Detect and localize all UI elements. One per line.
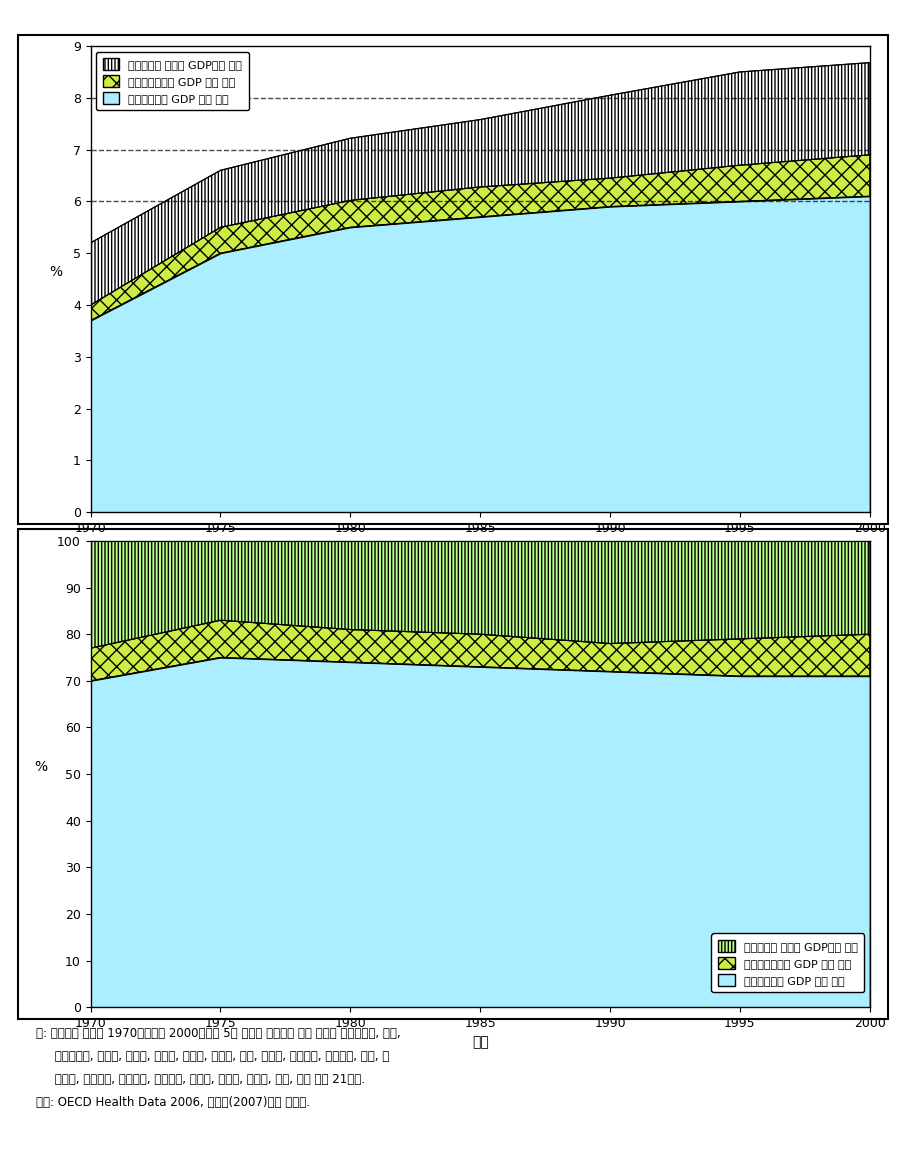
Text: 자료: OECD Health Data 2006, 윤희숙(2007)에서 재인용.: 자료: OECD Health Data 2006, 윤희숙(2007)에서 재… [36, 1096, 310, 1108]
Text: 오스트리아, 벨기에, 캐나다, 덴마크, 핀란드, 프랑스, 독일, 그리스, 아일랜드, 이탈리아, 일본, 네: 오스트리아, 벨기에, 캐나다, 덴마크, 핀란드, 프랑스, 독일, 그리스,… [36, 1050, 390, 1062]
Text: 덜란드, 뉴질랜드, 노르웨이, 포르투갈, 스페인, 스웨덴, 스위스, 영국, 미국 등의 21개국.: 덜란드, 뉴질랜드, 노르웨이, 포르투갈, 스페인, 스웨덴, 스위스, 영국… [36, 1073, 365, 1085]
X-axis label: 연도: 연도 [472, 541, 488, 555]
Legend: 본인부담과 기타의 GDP대비 비중, 민간보험부담의 GDP 대비 비중, 공적의료비의 GDP 대비 비중: 본인부담과 기타의 GDP대비 비중, 민간보험부담의 GDP 대비 비중, 공… [711, 933, 864, 992]
Text: 주: 분석대상 국가는 1970년도부터 2000년까지 5년 간격의 수치들이 이용 가능한 국가들로서, 호주,: 주: 분석대상 국가는 1970년도부터 2000년까지 5년 간격의 수치들이… [36, 1027, 400, 1039]
Legend: 본인부담과 기타의 GDP대비 비중, 민간보험부담의 GDP 대비 비중, 공적의료비의 GDP 대비 비중: 본인부담과 기타의 GDP대비 비중, 민간보험부담의 GDP 대비 비중, 공… [96, 52, 249, 110]
X-axis label: 연도: 연도 [472, 1036, 488, 1050]
Y-axis label: %: % [50, 265, 63, 280]
Y-axis label: %: % [34, 760, 47, 773]
